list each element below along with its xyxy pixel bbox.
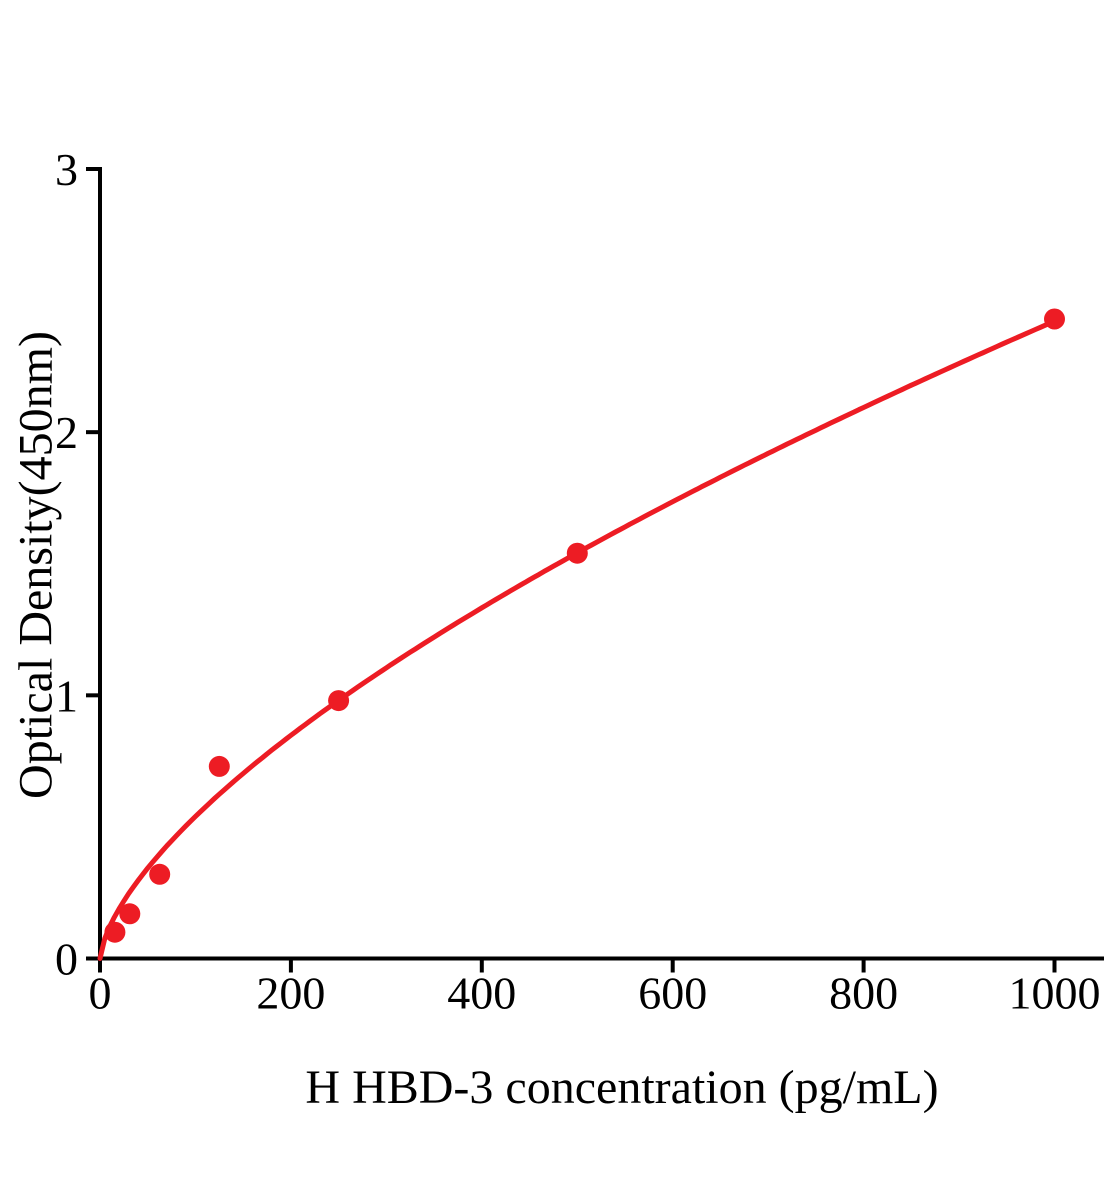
data-point bbox=[566, 542, 588, 564]
data-point bbox=[208, 755, 230, 777]
data-point bbox=[104, 921, 126, 943]
data-point bbox=[328, 690, 350, 712]
fitted-curve bbox=[97, 318, 1057, 961]
x-tick-label: 0 bbox=[89, 968, 112, 1019]
fitted-curve-group bbox=[97, 318, 1057, 961]
axes bbox=[98, 167, 1104, 961]
y-tick-label: 2 bbox=[55, 407, 78, 458]
x-tick-label: 400 bbox=[447, 968, 516, 1019]
axis-ticks bbox=[86, 167, 1057, 973]
data-points-group bbox=[104, 308, 1065, 943]
axis-tick-labels: 0 1 2 3 0 200 400 600 800 1000 bbox=[55, 144, 1101, 1019]
data-point bbox=[119, 903, 141, 925]
x-tick-label: 1000 bbox=[1009, 968, 1101, 1019]
y-tick-label: 0 bbox=[55, 934, 78, 985]
data-point bbox=[1044, 308, 1065, 330]
x-tick-label: 200 bbox=[256, 968, 325, 1019]
x-tick-label: 600 bbox=[638, 968, 707, 1019]
y-tick-label: 1 bbox=[55, 670, 78, 721]
y-axis-title: Optical Density(450nm) bbox=[9, 331, 63, 799]
data-point bbox=[149, 863, 171, 885]
x-tick-label: 800 bbox=[829, 968, 898, 1019]
y-tick-label: 3 bbox=[55, 144, 78, 195]
x-axis-title: H HBD-3 concentration (pg/mL) bbox=[305, 1061, 939, 1114]
